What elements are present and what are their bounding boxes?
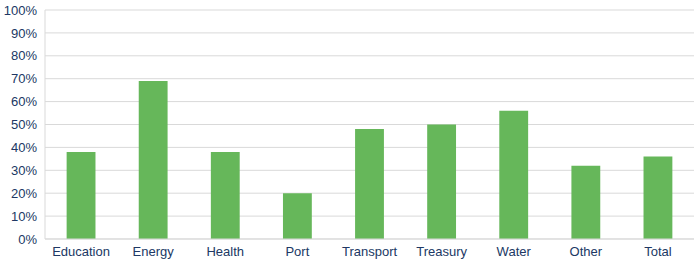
- svg-text:Water: Water: [497, 244, 532, 259]
- svg-text:Port: Port: [285, 244, 309, 259]
- svg-text:80%: 80%: [11, 48, 37, 63]
- svg-text:20%: 20%: [11, 186, 37, 201]
- svg-text:70%: 70%: [11, 71, 37, 86]
- svg-text:60%: 60%: [11, 94, 37, 109]
- svg-text:10%: 10%: [11, 209, 37, 224]
- svg-text:Total: Total: [644, 244, 672, 259]
- svg-text:Health: Health: [206, 244, 244, 259]
- svg-text:100%: 100%: [8, 3, 37, 18]
- svg-text:Other: Other: [570, 244, 603, 259]
- svg-text:90%: 90%: [11, 26, 37, 41]
- svg-text:30%: 30%: [11, 163, 37, 178]
- svg-text:Treasury: Treasury: [416, 244, 467, 259]
- svg-text:Education: Education: [52, 244, 110, 259]
- svg-text:Energy: Energy: [133, 244, 175, 259]
- svg-text:0%: 0%: [18, 232, 37, 247]
- svg-text:Transport: Transport: [342, 244, 398, 259]
- svg-text:50%: 50%: [11, 117, 37, 132]
- svg-text:40%: 40%: [11, 140, 37, 155]
